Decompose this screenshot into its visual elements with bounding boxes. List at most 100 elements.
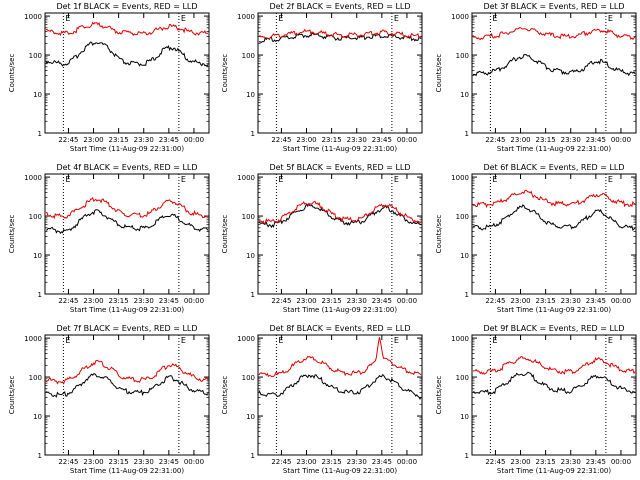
y-tick-label: 100 [242, 213, 255, 221]
event-marker-label: E [65, 175, 70, 184]
x-tick-label: 23:15 [536, 136, 556, 144]
x-tick-label: 00:00 [184, 458, 204, 466]
x-tick-label: 23:15 [109, 458, 129, 466]
chart-title: Det 9f BLACK = Events, RED = LLD [483, 324, 624, 333]
y-axis-label: Counts/sec [435, 376, 443, 415]
y-tick-label: 1000 [24, 335, 42, 343]
y-axis-label: Counts/sec [221, 54, 229, 93]
plot-frame [44, 334, 210, 456]
y-tick-label: 10 [246, 413, 255, 421]
plot-frame [257, 173, 423, 295]
series-line [472, 27, 636, 41]
x-tick-label: 22:45 [485, 297, 505, 305]
plot-frame [257, 334, 423, 456]
x-axis-label: Start Time (11-Aug-09 22:31:00) [70, 306, 184, 314]
x-tick-label: 00:00 [184, 136, 204, 144]
plot-frame [471, 173, 637, 295]
x-tick-label: 23:30 [134, 136, 154, 144]
series-line [258, 337, 422, 378]
series-line [472, 371, 636, 396]
x-tick-label: 22:45 [485, 458, 505, 466]
y-tick-label: 100 [242, 374, 255, 382]
y-tick-label: 1 [38, 291, 42, 299]
x-tick-label: 23:00 [296, 458, 316, 466]
y-tick-label: 1000 [451, 335, 469, 343]
event-marker-label: E [278, 175, 283, 184]
series-line [45, 209, 209, 235]
x-axis-label: Start Time (11-Aug-09 22:31:00) [497, 145, 611, 153]
event-marker-label: E [608, 336, 613, 345]
x-tick-label: 23:30 [347, 136, 367, 144]
y-axis-label: Counts/sec [8, 54, 16, 93]
series-line [472, 204, 636, 231]
x-axis-label: Start Time (11-Aug-09 22:31:00) [497, 467, 611, 475]
x-tick-label: 23:15 [322, 136, 342, 144]
y-tick-label: 10 [33, 413, 42, 421]
x-tick-label: 23:15 [536, 297, 556, 305]
y-tick-label: 1 [465, 130, 469, 138]
x-tick-label: 00:00 [611, 297, 631, 305]
x-tick-label: 23:30 [561, 458, 581, 466]
event-marker-label: E [278, 336, 283, 345]
x-tick-label: 23:30 [134, 297, 154, 305]
y-tick-label: 1000 [237, 13, 255, 21]
event-marker-label: E [181, 336, 186, 345]
x-tick-label: 23:15 [536, 458, 556, 466]
y-axis-label: Counts/sec [435, 215, 443, 254]
event-marker-label: E [492, 14, 497, 23]
series-line [45, 359, 209, 385]
event-marker-label: E [394, 175, 399, 184]
x-tick-label: 22:45 [485, 136, 505, 144]
x-tick-label: 00:00 [611, 136, 631, 144]
x-tick-label: 23:45 [159, 136, 179, 144]
y-tick-label: 10 [460, 252, 469, 260]
x-tick-label: 23:30 [561, 136, 581, 144]
event-marker-label: E [492, 175, 497, 184]
event-marker-label: E [608, 14, 613, 23]
event-marker-label: E [394, 336, 399, 345]
x-tick-label: 23:45 [372, 297, 392, 305]
series-line [258, 200, 422, 225]
y-tick-label: 1 [465, 452, 469, 460]
y-tick-label: 100 [456, 52, 469, 60]
y-tick-label: 10 [460, 91, 469, 99]
plot-frame [44, 173, 210, 295]
chart-title: Det 8f BLACK = Events, RED = LLD [269, 324, 410, 333]
y-tick-label: 1000 [24, 174, 42, 182]
x-tick-label: 23:45 [586, 136, 606, 144]
event-marker-label: E [278, 14, 283, 23]
plot-frame [471, 12, 637, 134]
y-tick-label: 100 [29, 52, 42, 60]
x-tick-label: 23:45 [586, 458, 606, 466]
x-tick-label: 22:45 [58, 458, 78, 466]
x-tick-label: 23:00 [296, 297, 316, 305]
series-line [45, 41, 209, 68]
y-tick-label: 100 [456, 374, 469, 382]
x-tick-label: 23:00 [510, 458, 530, 466]
x-tick-label: 23:45 [159, 458, 179, 466]
chart-title: Det 7f BLACK = Events, RED = LLD [56, 324, 197, 333]
x-tick-label: 23:30 [561, 297, 581, 305]
x-tick-label: 23:15 [322, 297, 342, 305]
x-tick-label: 22:45 [271, 136, 291, 144]
y-tick-label: 1 [251, 130, 255, 138]
chart-title: Det 1f BLACK = Events, RED = LLD [56, 2, 197, 11]
x-tick-label: 00:00 [397, 136, 417, 144]
series-line [258, 202, 422, 229]
chart-title: Det 6f BLACK = Events, RED = LLD [483, 163, 624, 172]
chart-title: Det 4f BLACK = Events, RED = LLD [56, 163, 197, 172]
series-line [45, 197, 209, 220]
x-tick-label: 23:15 [109, 297, 129, 305]
y-tick-label: 10 [460, 413, 469, 421]
x-tick-label: 23:00 [296, 136, 316, 144]
x-tick-label: 23:00 [83, 297, 103, 305]
y-tick-label: 1000 [24, 13, 42, 21]
y-tick-label: 10 [33, 252, 42, 260]
x-tick-label: 22:45 [271, 458, 291, 466]
series-line [472, 53, 636, 77]
plot-frame [257, 12, 423, 134]
y-tick-label: 1 [251, 452, 255, 460]
series-line [258, 28, 422, 40]
x-tick-label: 23:45 [372, 136, 392, 144]
